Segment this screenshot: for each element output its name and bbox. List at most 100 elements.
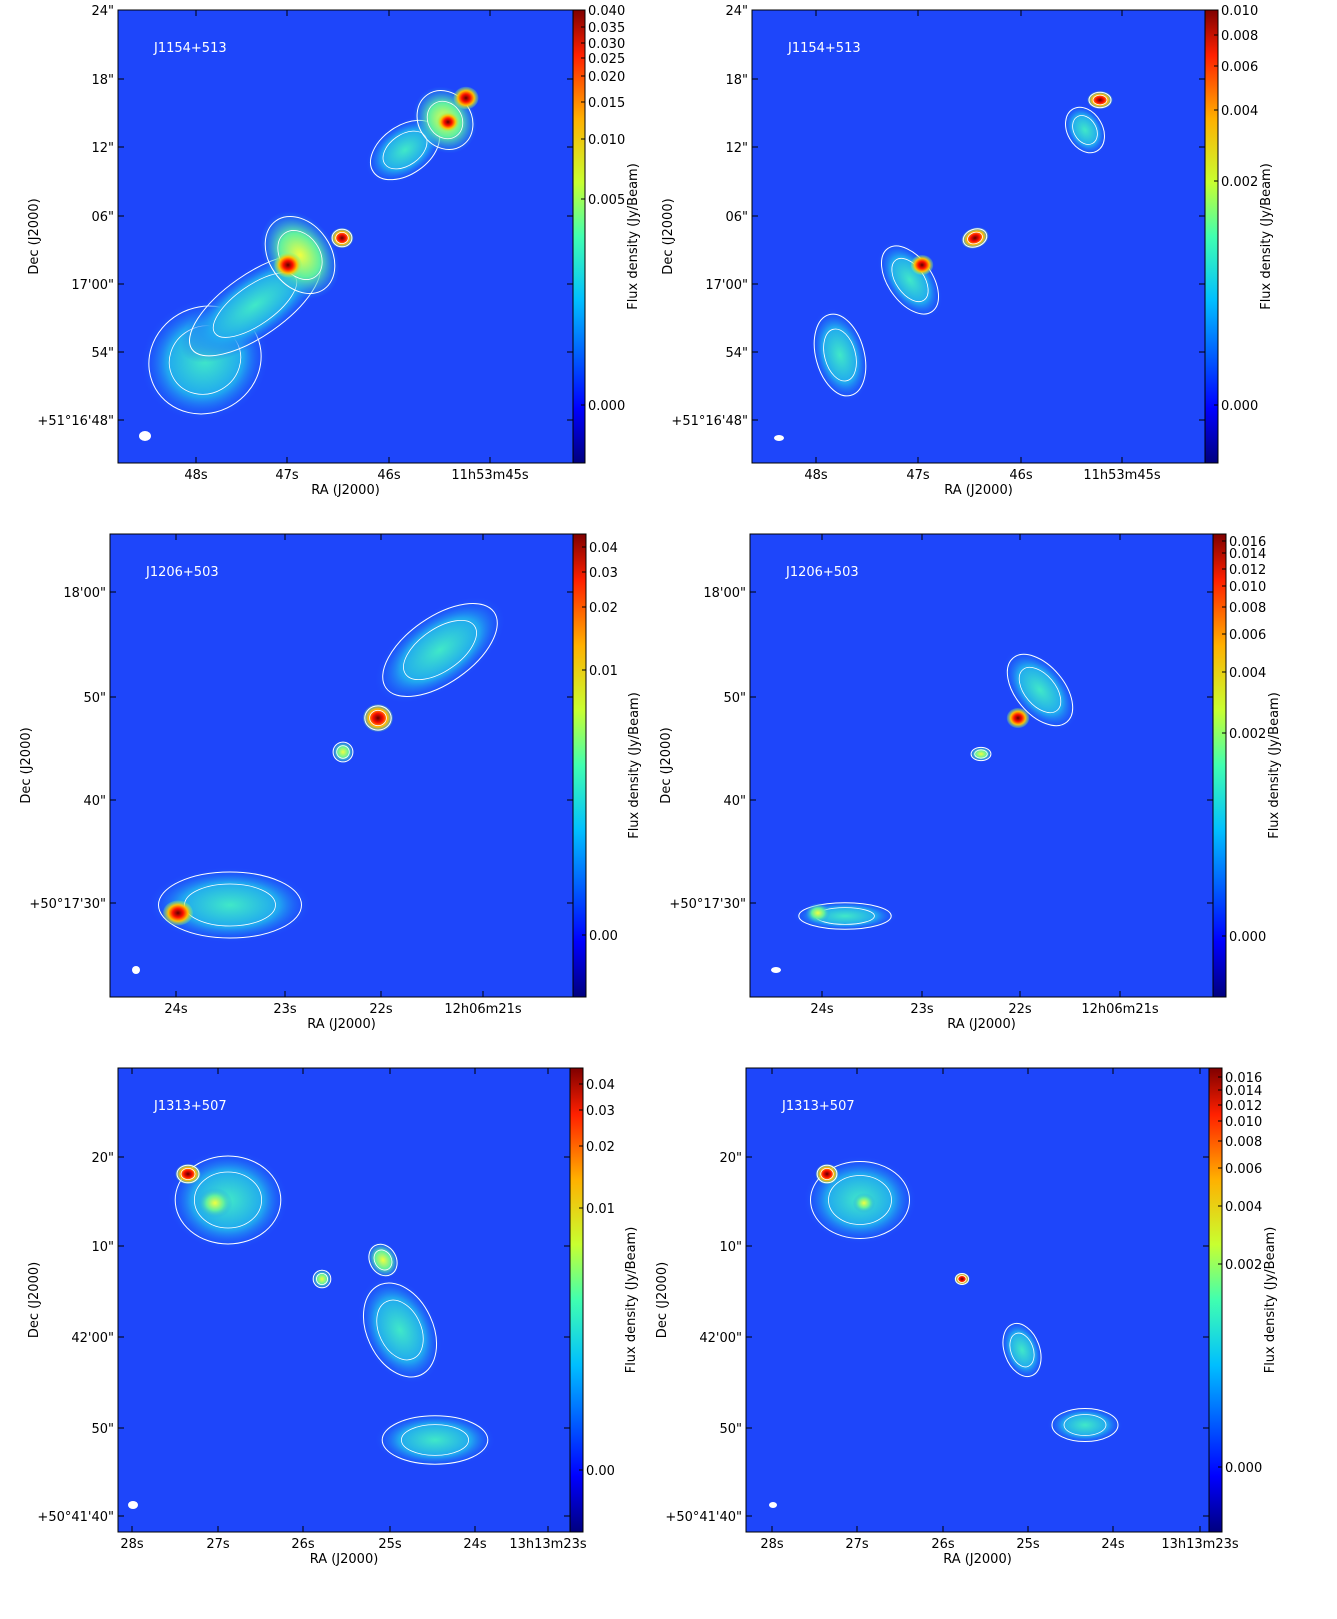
x-tick-label: 23s: [910, 1002, 934, 1017]
contour: [954, 1273, 970, 1285]
contour: [1092, 94, 1108, 106]
beam: [771, 967, 781, 973]
y-tick-label: 24": [725, 4, 748, 19]
beam: [769, 1502, 777, 1508]
colorbar-tick-label: 0.014: [1229, 547, 1266, 562]
y-tick-label: 10": [91, 1240, 114, 1255]
y-tick-label: +51°16'48": [671, 414, 748, 429]
colorbar-tick-label: 0.004: [1221, 104, 1258, 119]
x-axis-label: RA (J2000): [944, 483, 1013, 498]
emission: [961, 227, 989, 249]
contour: [1088, 91, 1112, 109]
source-name: J1206+503: [145, 565, 219, 580]
colorbar-tick-label: 0.02: [586, 1140, 615, 1155]
y-axis-label: Dec (J2000): [661, 198, 676, 274]
source-name: J1313+507: [153, 1099, 227, 1114]
colorbar-tick-label: 0.01: [589, 664, 618, 679]
contour: [400, 1424, 469, 1456]
emission: [274, 252, 302, 278]
source-name: J1154+513: [787, 41, 861, 56]
contour: [810, 1161, 910, 1239]
contour: [336, 745, 350, 759]
colorbar-label: Flux density (Jy/Beam): [1259, 163, 1274, 310]
y-tick-label: 12": [91, 141, 114, 156]
contour: [376, 1299, 424, 1361]
sources: [168, 1150, 495, 1468]
y-tick-label: +51°16'48": [37, 414, 114, 429]
map-background: [118, 1068, 570, 1532]
y-tick-label: +50°17'30": [669, 897, 746, 912]
contour: [957, 1275, 967, 1283]
colorbar-tick-label: 0.008: [1229, 601, 1266, 616]
emission: [954, 1272, 970, 1286]
y-tick-label: 42'00": [699, 1331, 742, 1346]
x-tick-label: 22s: [369, 1002, 393, 1017]
colorbar-tick-label: 0.010: [1225, 1115, 1262, 1130]
colorbar-tick-label: 0.014: [1225, 1084, 1262, 1099]
colorbar-tick-label: 0.002: [1221, 175, 1258, 190]
x-axis-label: RA (J2000): [947, 1017, 1016, 1032]
emission: [312, 1269, 332, 1289]
beam: [139, 431, 151, 441]
colorbar-tick-label: 0.006: [1229, 628, 1266, 643]
colorbar-tick-label: 0.03: [589, 566, 618, 581]
map-background: [746, 1068, 1209, 1532]
emission: [330, 228, 354, 248]
contour: [335, 231, 349, 244]
colorbar-tick-label: 0.008: [1221, 29, 1258, 44]
colorbar-label: Flux density (Jy/Beam): [626, 163, 641, 310]
contour: [974, 749, 988, 759]
sources: [810, 91, 1113, 402]
contour: [176, 1164, 200, 1184]
y-tick-label: 17'00": [71, 278, 114, 293]
colorbar-tick-label: 0.000: [1225, 1461, 1262, 1476]
colorbar-tick-label: 0.02: [589, 601, 618, 616]
x-tick-label: 12h06m21s: [444, 1002, 522, 1017]
colorbar-label: Flux density (Jy/Beam): [1267, 692, 1282, 839]
y-tick-label: 42'00": [71, 1331, 114, 1346]
emission: [805, 903, 831, 923]
colorbar: [572, 9, 586, 464]
contour: [828, 1175, 892, 1225]
colorbar-tick-label: 0.010: [1229, 580, 1266, 595]
contour: [1065, 106, 1105, 154]
x-tick-label: 24s: [810, 1002, 834, 1017]
contour: [1051, 1408, 1119, 1442]
beam: [774, 435, 784, 441]
x-axis-label: RA (J2000): [311, 483, 380, 498]
emission: [852, 1193, 876, 1213]
contour: [798, 902, 892, 930]
y-tick-label: 20": [91, 1151, 114, 1166]
x-axis-label: RA (J2000): [307, 1017, 376, 1032]
y-axis-label: Dec (J2000): [27, 1262, 42, 1338]
y-tick-label: 40": [723, 794, 746, 809]
x-tick-label: 11h53m45s: [1083, 468, 1161, 483]
colorbar-tick-label: 0.000: [1221, 399, 1258, 414]
contour: [967, 231, 983, 245]
x-tick-label: 28s: [760, 1537, 784, 1552]
beam: [132, 966, 140, 974]
y-tick-label: 24": [91, 4, 114, 19]
y-tick-label: 18": [725, 73, 748, 88]
emission: [1087, 91, 1113, 109]
colorbar-tick-label: 0.010: [588, 133, 625, 148]
contour: [174, 1155, 282, 1245]
colorbar-tick-label: 0.006: [1225, 1162, 1262, 1177]
colorbar-tick-label: 0.016: [1229, 535, 1266, 550]
colorbar-tick-label: 0.00: [586, 1464, 615, 1479]
emission: [331, 740, 355, 764]
y-axis-label: Dec (J2000): [19, 727, 34, 803]
x-tick-label: 13h13m23s: [509, 1537, 587, 1552]
x-tick-label: 28s: [120, 1537, 144, 1552]
y-tick-label: 18'00": [703, 586, 746, 601]
emission: [260, 211, 340, 299]
colorbar-tick-label: 0.04: [586, 1078, 615, 1093]
contour: [364, 705, 392, 731]
y-axis-label: Dec (J2000): [659, 727, 674, 803]
contour: [1006, 653, 1074, 727]
emission: [1062, 104, 1108, 156]
colorbar-tick-label: 0.040: [588, 4, 625, 19]
contour: [426, 100, 464, 140]
colorbar-tick-label: 0.010: [1221, 4, 1258, 19]
colorbar-label: Flux density (Jy/Beam): [627, 692, 642, 839]
